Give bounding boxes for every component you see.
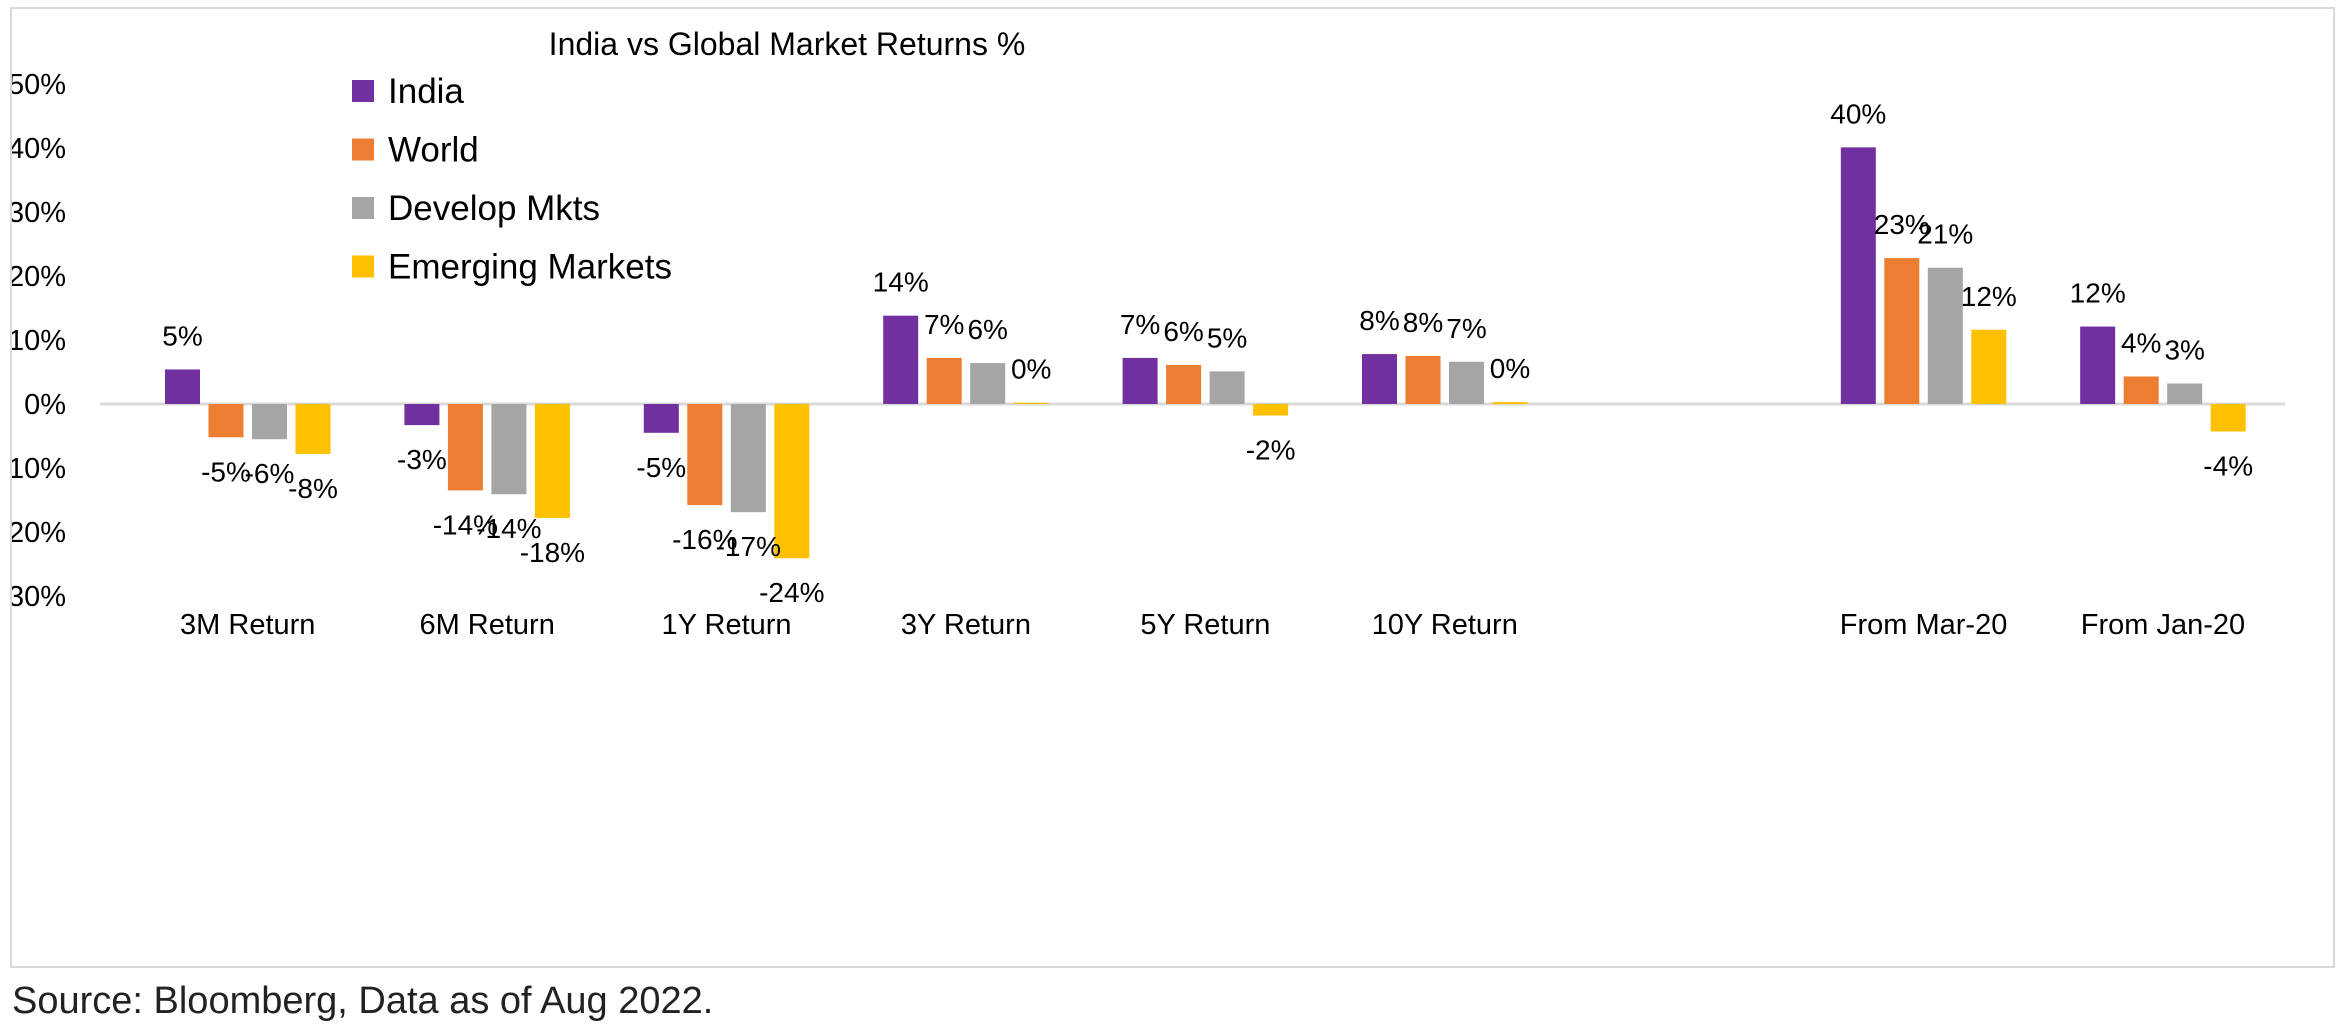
bars-group — [165, 147, 2246, 559]
y-tick-label: -20% — [12, 517, 66, 549]
data-label: 5% — [1207, 322, 1247, 353]
data-label: 5% — [162, 320, 202, 351]
data-label: 21% — [1917, 219, 1973, 250]
bar — [491, 404, 527, 495]
x-category-label: 6M Return — [419, 609, 554, 641]
bar — [404, 404, 440, 426]
data-label: 7% — [1446, 313, 1486, 344]
bar — [295, 404, 331, 454]
bar — [1405, 356, 1441, 404]
bar — [926, 357, 962, 404]
x-category-label: 10Y Return — [1372, 609, 1518, 641]
legend-label: India — [388, 72, 464, 111]
bar — [730, 404, 766, 513]
bar — [1122, 357, 1158, 404]
y-axis: 50% 40% 30% 20% 10% 0% -10% -20% -30% — [12, 69, 66, 613]
legend-swatch — [352, 138, 374, 161]
data-label: -18% — [520, 537, 585, 568]
y-tick-label: 40% — [12, 133, 66, 165]
data-label: -8% — [288, 473, 338, 504]
data-label: 0% — [1490, 353, 1530, 384]
bar — [1209, 371, 1245, 404]
bar — [2167, 383, 2203, 404]
x-category-label: 5Y Return — [1140, 609, 1270, 641]
data-label: 14% — [873, 267, 929, 298]
legend-swatch — [352, 197, 374, 219]
data-label: 12% — [1961, 281, 2017, 312]
y-tick-label: 20% — [12, 261, 66, 293]
data-label: -2% — [1246, 435, 1296, 466]
bar — [1449, 361, 1484, 404]
chart-title: India vs Global Market Returns % — [549, 26, 1026, 62]
data-label: -3% — [397, 444, 447, 475]
bar — [1927, 267, 1963, 404]
legend-swatch — [352, 255, 374, 278]
chart-area: India vs Global Market Returns % 50% 40% 3… — [10, 7, 2335, 968]
bar — [2210, 404, 2246, 432]
y-tick-label: 10% — [12, 325, 66, 357]
bar — [643, 404, 679, 433]
data-label: -14% — [433, 509, 498, 540]
y-tick-label: -10% — [12, 453, 66, 485]
data-label: 12% — [2070, 278, 2126, 309]
data-label: 6% — [967, 314, 1007, 345]
legend-label: Emerging Markets — [388, 248, 672, 287]
data-label: -16% — [672, 524, 737, 555]
bar — [774, 404, 810, 559]
bar — [1362, 354, 1397, 404]
y-tick-label: -30% — [12, 581, 66, 613]
y-tick-label: 30% — [12, 197, 66, 229]
legend-label: Develop Mkts — [388, 189, 600, 228]
source-note: Source: Bloomberg, Data as of Aug 2022. — [12, 980, 714, 1022]
data-label: -5% — [201, 456, 251, 487]
y-tick-label: 50% — [12, 69, 66, 101]
data-label: 4% — [2121, 327, 2161, 358]
legend-swatch — [352, 80, 374, 102]
data-label: -6% — [245, 458, 295, 489]
bar — [165, 369, 200, 404]
data-label: 6% — [1163, 316, 1203, 347]
y-tick-label: 0% — [24, 389, 66, 421]
bar — [1971, 329, 2007, 404]
bar — [2123, 376, 2159, 404]
x-category-label: From Jan-20 — [2081, 609, 2245, 641]
bar — [208, 404, 244, 438]
bar — [447, 404, 483, 491]
data-label: 7% — [1120, 309, 1160, 340]
bar — [534, 404, 570, 518]
bar — [970, 363, 1006, 404]
bar — [883, 315, 919, 404]
x-axis-categories: 3M Return 6M Return 1Y Return 3Y Return 5Y R… — [180, 609, 2245, 641]
data-label: 8% — [1403, 307, 1443, 338]
bar — [2080, 326, 2116, 404]
bar — [1166, 364, 1202, 404]
bar — [1492, 402, 1528, 404]
data-label: 3% — [2164, 335, 2204, 366]
data-label: 7% — [924, 309, 964, 340]
bar — [252, 404, 287, 440]
bar — [687, 404, 723, 506]
bar — [1884, 258, 1920, 404]
bar — [1253, 404, 1289, 416]
legend: India World Develop Mkts Emerging Markets — [352, 72, 672, 287]
x-category-label: From Mar-20 — [1840, 609, 2008, 641]
x-category-label: 3Y Return — [901, 609, 1031, 641]
bar-chart: India vs Global Market Returns % 50% 40% 3… — [12, 26, 2285, 641]
data-label: -4% — [2203, 451, 2253, 482]
data-label: 40% — [1830, 98, 1886, 129]
data-label: -17% — [716, 531, 781, 562]
data-labels-group: 5%-5%-6%-8%-3%-14%-14%-18%-5%-16%-17%-24… — [162, 98, 2253, 608]
data-label: -14% — [476, 513, 541, 544]
data-label: 0% — [1011, 354, 1051, 385]
legend-label: World — [388, 131, 479, 170]
bar — [1013, 402, 1049, 404]
data-label: -24% — [759, 577, 824, 608]
data-label: 23% — [1874, 209, 1930, 240]
x-category-label: 3M Return — [180, 609, 315, 641]
data-label: -5% — [636, 452, 686, 483]
x-category-label: 1Y Return — [662, 609, 792, 641]
data-label: 8% — [1359, 305, 1399, 336]
bar — [1840, 147, 1876, 405]
